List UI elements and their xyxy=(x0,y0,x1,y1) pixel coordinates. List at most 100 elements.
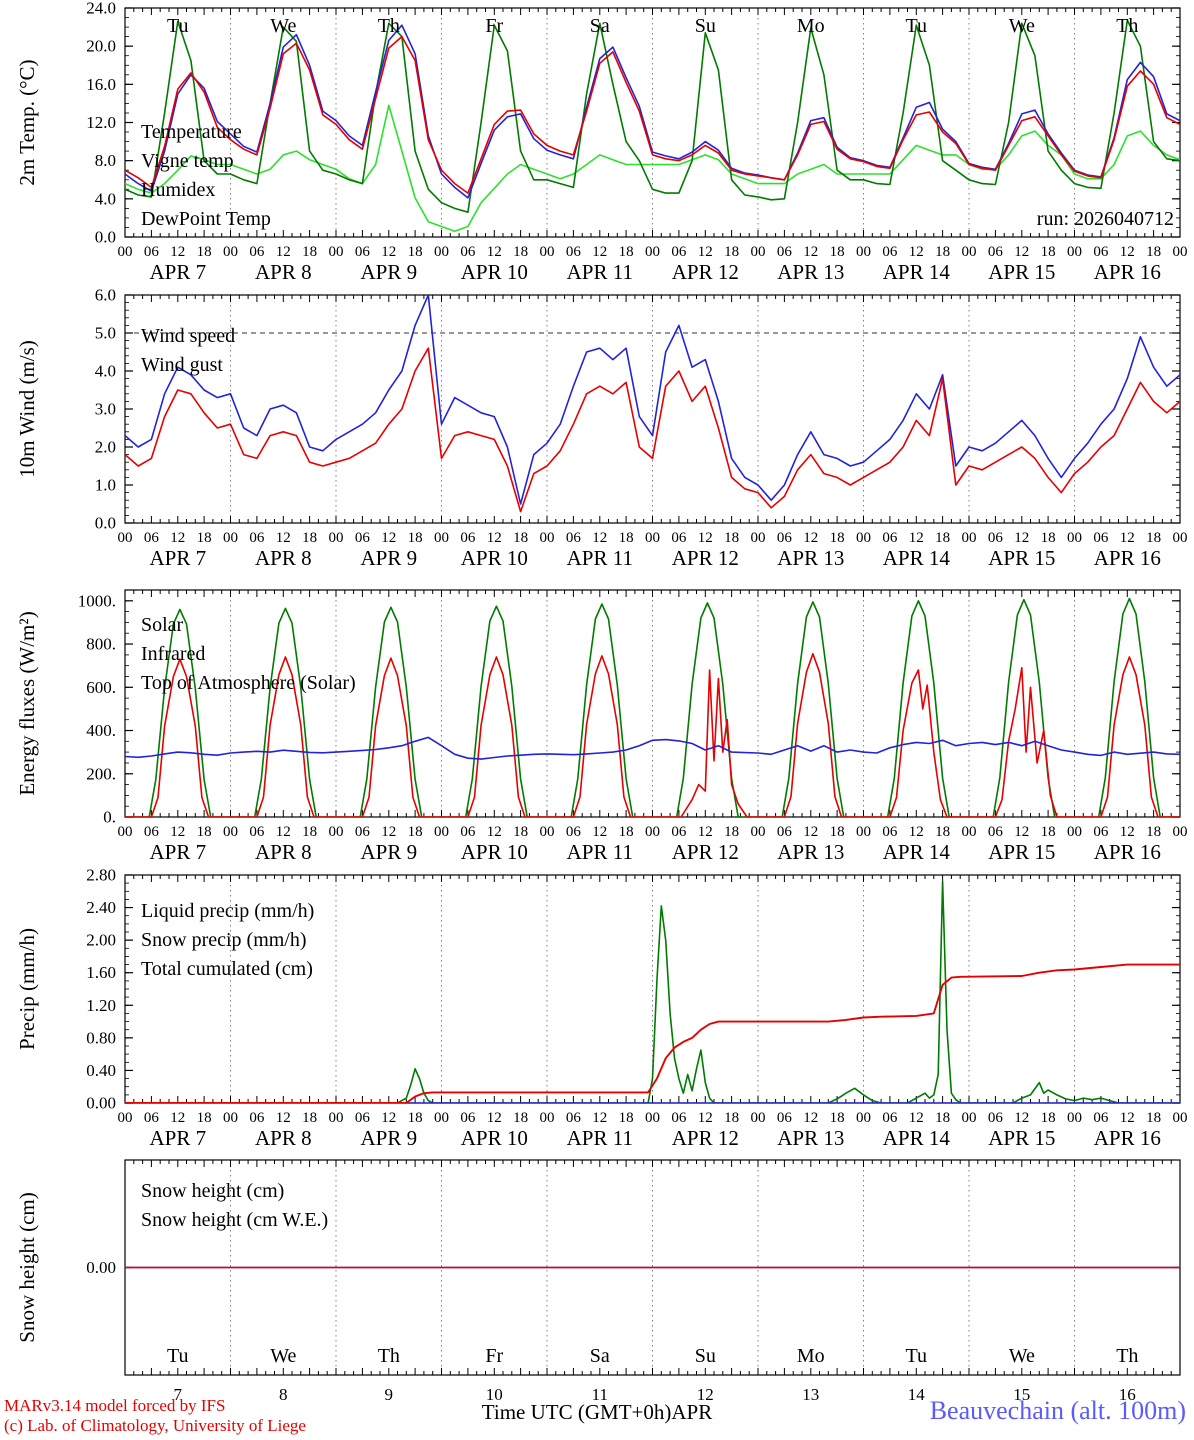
xtick-label: 00 xyxy=(1173,824,1188,840)
day-label: APR 13 xyxy=(777,546,844,570)
time-axis-label: Time UTC (GMT+0h) xyxy=(481,1400,672,1424)
xtick-label: 00 xyxy=(856,530,871,546)
weekday-label: Sa xyxy=(590,1345,610,1367)
xtick-label: 18 xyxy=(935,824,950,840)
legend-infrared: Infrared xyxy=(141,643,205,665)
xtick-label: 12 xyxy=(381,824,396,840)
series-infrared xyxy=(125,736,1180,760)
xtick-label: 18 xyxy=(302,244,317,260)
xtick-label: 18 xyxy=(1146,530,1161,546)
xtick-label: 12 xyxy=(909,244,924,260)
xtick-label: 18 xyxy=(302,530,317,546)
day-label: APR 11 xyxy=(567,260,633,284)
day-label: APR 15 xyxy=(988,546,1055,570)
ytick-label: 0.00 xyxy=(86,1258,116,1277)
ytick-label: 12.0 xyxy=(86,113,116,132)
xtick-label: 00 xyxy=(645,244,660,260)
day-number-label: 14 xyxy=(908,1385,926,1404)
xtick-label: 06 xyxy=(144,824,160,840)
model-credit-line1: MARv3.14 model forced by IFS xyxy=(4,1396,226,1415)
xtick-label: 12 xyxy=(803,244,818,260)
xtick-label: 18 xyxy=(408,1110,423,1126)
xtick-label: 18 xyxy=(830,530,845,546)
weekday-label: Su xyxy=(695,1345,716,1367)
xtick-label: 00 xyxy=(434,530,449,546)
day-label: APR 7 xyxy=(149,260,206,284)
xtick-label: 18 xyxy=(935,244,950,260)
xtick-label: 12 xyxy=(170,1110,185,1126)
day-label: APR 12 xyxy=(672,260,739,284)
ytick-label: 1.0 xyxy=(95,476,116,495)
legend-liquid-precip: Liquid precip (mm/h) xyxy=(141,900,314,922)
xtick-label: 00 xyxy=(223,244,238,260)
xtick-label: 00 xyxy=(118,244,133,260)
xtick-label: 00 xyxy=(434,824,449,840)
series-total-cumulated xyxy=(125,963,1180,1103)
xtick-label: 06 xyxy=(566,244,582,260)
xtick-label: 18 xyxy=(197,824,212,840)
ytick-label: 1.60 xyxy=(86,963,116,982)
xtick-label: 06 xyxy=(671,824,687,840)
xtick-label: 06 xyxy=(566,530,582,546)
panel-snow: 0.00 Tu We Th Fr Sa Su Mo Tu We Th 7 8 9 10 11 12 13 14 15 1… xyxy=(15,1159,1181,1404)
xtick-label: 12 xyxy=(276,824,291,840)
ytick-label: 800. xyxy=(86,635,116,654)
day-label: APR 10 xyxy=(461,546,528,570)
xtick-label: 12 xyxy=(276,244,291,260)
xtick-label: 00 xyxy=(1067,530,1082,546)
xtick-label: 12 xyxy=(170,530,185,546)
series-humidex xyxy=(125,24,1180,199)
xtick-label: 06 xyxy=(882,1110,898,1126)
day-number-label: 9 xyxy=(385,1385,394,1404)
day-label: APR 15 xyxy=(988,1126,1055,1150)
ytick-label: 2.80 xyxy=(86,866,116,885)
weekday-label: Mo xyxy=(797,15,825,37)
xtick-label: 06 xyxy=(249,530,265,546)
xtick-label: 12 xyxy=(909,530,924,546)
xtick-label: 00 xyxy=(962,244,977,260)
xtick-label: 06 xyxy=(460,1110,476,1126)
month-label: APR xyxy=(671,1400,713,1424)
weekday-label: Tu xyxy=(167,15,189,37)
xtick-label: 06 xyxy=(144,244,160,260)
xtick-label: 18 xyxy=(724,1110,739,1126)
series-vigne-temp xyxy=(125,19,1180,213)
ytick-label: 16.0 xyxy=(86,75,116,94)
legend-solar: Solar xyxy=(141,614,184,636)
xtick-label: 00 xyxy=(329,1110,344,1126)
xtick-label: 12 xyxy=(909,1110,924,1126)
xtick-label: 12 xyxy=(170,244,185,260)
day-label: APR 15 xyxy=(988,840,1055,864)
xtick-label: 12 xyxy=(698,1110,713,1126)
ytick-label: 0.0 xyxy=(95,514,116,533)
xtick-label: 06 xyxy=(671,530,687,546)
xtick-label: 00 xyxy=(434,1110,449,1126)
y-axis-title: Energy fluxes (W/m²) xyxy=(15,611,39,795)
legend-total-cumulated: Total cumulated (cm) xyxy=(141,958,313,980)
xtick-label: 00 xyxy=(540,824,555,840)
xtick-label: 12 xyxy=(698,824,713,840)
xtick-label: 12 xyxy=(698,530,713,546)
ytick-label: 6.0 xyxy=(95,286,116,305)
day-number-label: 7 xyxy=(174,1385,183,1404)
xtick-label: 00 xyxy=(329,244,344,260)
day-label: APR 9 xyxy=(360,840,417,864)
xtick-label: 06 xyxy=(777,530,793,546)
xtick-label: 12 xyxy=(1014,824,1029,840)
xtick-label: 06 xyxy=(355,530,371,546)
xtick-label: 06 xyxy=(566,824,582,840)
ytick-label: 400. xyxy=(86,721,116,740)
xtick-label: 18 xyxy=(197,244,212,260)
xtick-label: 06 xyxy=(882,244,898,260)
ytick-label: 4.0 xyxy=(95,189,116,208)
xtick-label: 00 xyxy=(962,1110,977,1126)
day-number-label: 8 xyxy=(279,1385,288,1404)
ytick-label: 4.0 xyxy=(95,362,116,381)
ytick-label: 2.00 xyxy=(86,931,116,950)
day-label: APR 9 xyxy=(360,260,417,284)
weekday-label: Th xyxy=(378,15,400,37)
xtick-label: 18 xyxy=(513,244,528,260)
xtick-label: 18 xyxy=(513,824,528,840)
xtick-label: 18 xyxy=(197,530,212,546)
day-number-label: 16 xyxy=(1119,1385,1136,1404)
